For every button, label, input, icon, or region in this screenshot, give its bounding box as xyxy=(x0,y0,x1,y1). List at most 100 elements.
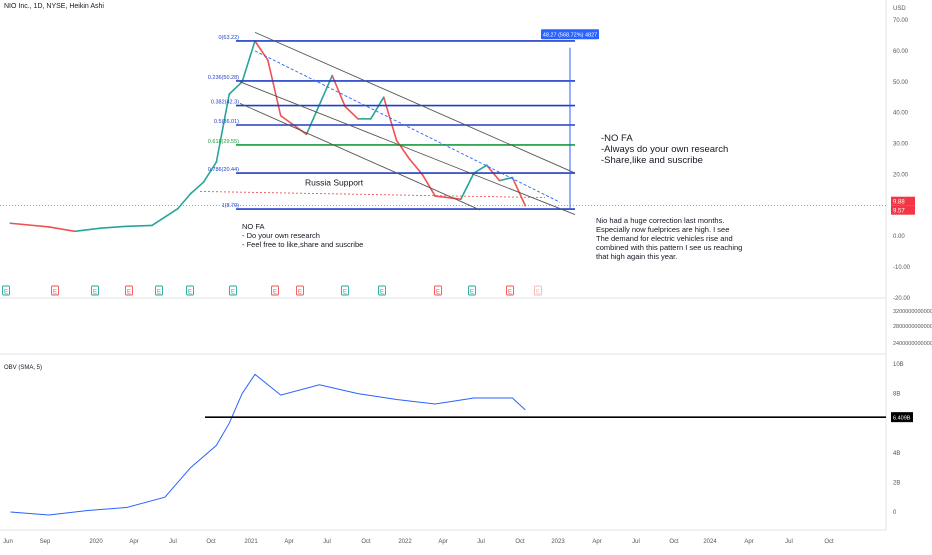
fib-level-label: 0.236(50.28) xyxy=(208,75,239,81)
price-point xyxy=(73,230,76,233)
obv-title: OBV (SMA, 5) xyxy=(4,365,42,371)
price-point xyxy=(48,226,50,228)
channel-upper-line xyxy=(254,31,576,174)
earnings-marker xyxy=(271,285,279,296)
time-tick-label: Jul xyxy=(632,539,640,545)
measure-tag-text: 48.27 (568.72%) 4827 xyxy=(543,32,597,38)
price-point xyxy=(279,114,282,117)
earnings-marker xyxy=(296,285,304,296)
earnings-marker xyxy=(155,285,163,296)
price-tick-label: 30.00 xyxy=(893,142,909,148)
price-segment xyxy=(254,40,269,61)
channel-mid-line xyxy=(239,81,576,216)
price-tick-label: 0.00 xyxy=(893,234,905,240)
price-tick-label: -20.00 xyxy=(893,296,911,302)
earnings-marker-label: E xyxy=(188,290,192,296)
time-tick-label: Jul xyxy=(323,539,331,545)
time-tick-label: Apr xyxy=(438,539,447,545)
price-point xyxy=(125,225,128,228)
time-tick-label: Oct xyxy=(669,539,679,545)
price-segment xyxy=(74,227,101,233)
earnings-marker-label: E xyxy=(343,290,347,296)
price-tick-label: -10.00 xyxy=(893,265,911,271)
price-tick-label: 20.00 xyxy=(893,172,909,178)
earnings-marker-label: E xyxy=(231,290,235,296)
price-segment xyxy=(10,222,50,228)
price-point xyxy=(202,181,205,184)
price-segment xyxy=(241,40,256,83)
price-segment xyxy=(190,181,205,195)
time-tick-label: Sep xyxy=(40,539,51,545)
earnings-marker xyxy=(534,285,542,296)
volume-tick-label: 2400000000000 xyxy=(893,341,932,347)
price-point xyxy=(498,179,501,182)
earnings-marker-label: E xyxy=(536,290,540,296)
price-point xyxy=(357,117,359,120)
earnings-marker-label: E xyxy=(127,290,131,296)
price-point xyxy=(434,195,437,197)
last-price-tag xyxy=(891,196,915,206)
price-segment xyxy=(126,224,153,228)
price-point xyxy=(408,158,411,160)
earnings-marker xyxy=(506,285,514,296)
price-point xyxy=(369,117,372,120)
volume-tick-label: 2800000000000 xyxy=(893,324,932,330)
price-segment xyxy=(151,208,179,227)
earnings-marker-label: E xyxy=(470,290,474,296)
time-tick-label: 2022 xyxy=(398,539,412,545)
time-tick-label: 2021 xyxy=(244,539,258,545)
earnings-marker-label: E xyxy=(298,290,302,296)
time-tick-label: Oct xyxy=(824,539,834,545)
price-point xyxy=(395,139,398,142)
time-tick-label: Jul xyxy=(477,539,485,545)
price-tick-label: 70.00 xyxy=(893,18,909,24)
fib-level-label: 0(63.22) xyxy=(219,35,240,41)
price-tick-label: 60.00 xyxy=(893,49,909,55)
price-segment xyxy=(100,225,127,229)
price-point xyxy=(9,222,12,225)
obv-tick-label: 8B xyxy=(893,392,900,398)
time-tick-label: Oct xyxy=(361,539,371,545)
obv-tick-label: 10B xyxy=(893,362,904,368)
price-segment xyxy=(228,81,243,95)
price-segment xyxy=(48,226,75,233)
fib-level-label: 0.5(36.01) xyxy=(214,119,239,125)
measure-tag-bg xyxy=(541,29,599,40)
fib-level-label: 0.618(29.55) xyxy=(208,139,239,145)
price-segment xyxy=(511,177,527,206)
obv-tick-label: 2B xyxy=(893,480,900,486)
obv-line xyxy=(10,373,526,516)
price-tick-label: 40.00 xyxy=(893,111,909,117)
price-segment xyxy=(215,93,231,163)
earnings-marker-label: E xyxy=(157,290,161,296)
earnings-marker xyxy=(468,285,476,296)
price-segment xyxy=(421,174,436,197)
price-segment xyxy=(370,96,385,120)
time-tick-label: Jul xyxy=(169,539,177,545)
obv-tick-label: 4B xyxy=(893,451,900,457)
earnings-marker xyxy=(91,285,99,296)
time-tick-label: Apr xyxy=(284,539,293,545)
price-segment xyxy=(435,195,462,200)
fib-level-label: 0.382(42.3) xyxy=(211,100,239,106)
earnings-marker-label: E xyxy=(508,290,512,296)
price-segment xyxy=(460,172,475,200)
price-point xyxy=(421,173,424,176)
price-point xyxy=(228,93,231,96)
time-tick-label: Jul xyxy=(785,539,793,545)
price-point xyxy=(99,227,102,230)
price-segment xyxy=(267,59,282,116)
time-tick-label: 2024 xyxy=(703,539,717,545)
price-point xyxy=(460,198,462,201)
price-point xyxy=(266,59,269,62)
note-right-bottom: Nio had a huge correction last months. E… xyxy=(596,216,743,261)
earnings-marker-label: E xyxy=(380,290,384,296)
price-segment xyxy=(202,161,218,183)
channel-lower-line xyxy=(239,102,481,211)
obv-level-text: 6.409B xyxy=(893,416,911,422)
time-tick-label: Apr xyxy=(129,539,138,545)
price-point xyxy=(151,224,153,227)
time-tick-label: Apr xyxy=(592,539,601,545)
